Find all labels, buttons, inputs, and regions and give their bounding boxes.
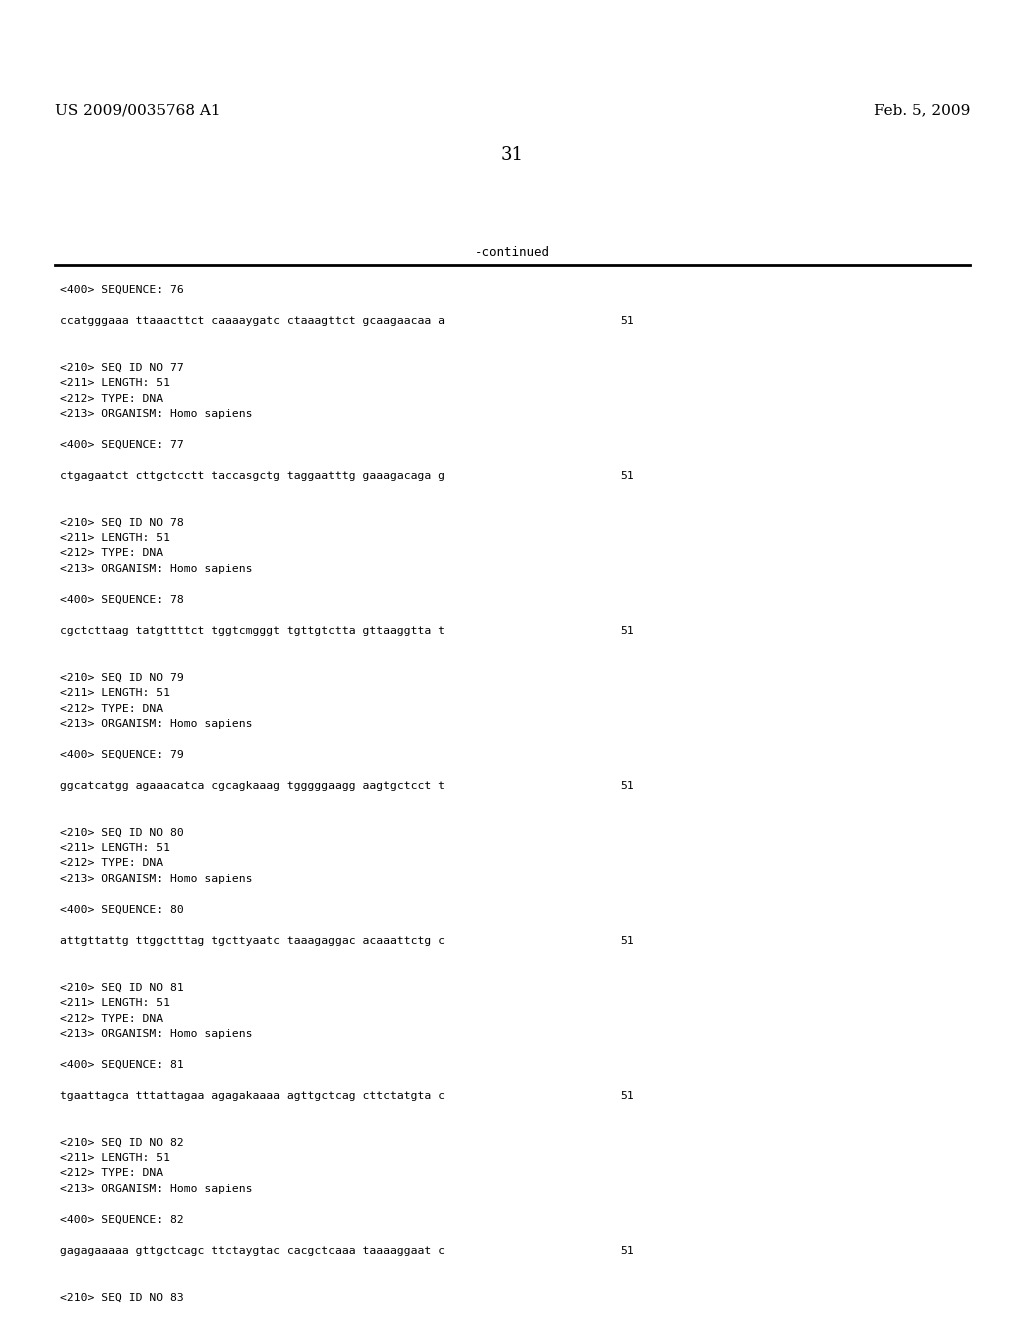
Text: <211> LENGTH: 51: <211> LENGTH: 51 [60, 998, 170, 1008]
Text: ccatgggaaa ttaaacttct caaaaygatc ctaaagttct gcaagaacaa a: ccatgggaaa ttaaacttct caaaaygatc ctaaagt… [60, 315, 445, 326]
Text: ggcatcatgg agaaacatca cgcagkaaag tgggggaagg aagtgctcct t: ggcatcatgg agaaacatca cgcagkaaag tggggga… [60, 781, 445, 791]
Text: <211> LENGTH: 51: <211> LENGTH: 51 [60, 378, 170, 388]
Text: Feb. 5, 2009: Feb. 5, 2009 [873, 103, 970, 117]
Text: <400> SEQUENCE: 77: <400> SEQUENCE: 77 [60, 440, 183, 450]
Text: ctgagaatct cttgctcctt taccasgctg taggaatttg gaaagacaga g: ctgagaatct cttgctcctt taccasgctg taggaat… [60, 471, 445, 480]
Text: 31: 31 [501, 147, 523, 164]
Text: 51: 51 [620, 781, 634, 791]
Text: -continued: -continued [474, 247, 550, 260]
Text: <400> SEQUENCE: 76: <400> SEQUENCE: 76 [60, 285, 183, 294]
Text: <400> SEQUENCE: 79: <400> SEQUENCE: 79 [60, 750, 183, 760]
Text: <212> TYPE: DNA: <212> TYPE: DNA [60, 1014, 163, 1023]
Text: <211> LENGTH: 51: <211> LENGTH: 51 [60, 688, 170, 698]
Text: <210> SEQ ID NO 80: <210> SEQ ID NO 80 [60, 828, 183, 837]
Text: <213> ORGANISM: Homo sapiens: <213> ORGANISM: Homo sapiens [60, 1184, 253, 1195]
Text: <211> LENGTH: 51: <211> LENGTH: 51 [60, 843, 170, 853]
Text: <211> LENGTH: 51: <211> LENGTH: 51 [60, 1152, 170, 1163]
Text: 51: 51 [620, 1092, 634, 1101]
Text: <400> SEQUENCE: 78: <400> SEQUENCE: 78 [60, 595, 183, 605]
Text: <212> TYPE: DNA: <212> TYPE: DNA [60, 1168, 163, 1179]
Text: <400> SEQUENCE: 81: <400> SEQUENCE: 81 [60, 1060, 183, 1071]
Text: <213> ORGANISM: Homo sapiens: <213> ORGANISM: Homo sapiens [60, 1030, 253, 1039]
Text: <210> SEQ ID NO 82: <210> SEQ ID NO 82 [60, 1138, 183, 1147]
Text: <400> SEQUENCE: 82: <400> SEQUENCE: 82 [60, 1214, 183, 1225]
Text: cgctcttaag tatgttttct tggtcmgggt tgttgtctta gttaaggtta t: cgctcttaag tatgttttct tggtcmgggt tgttgtc… [60, 626, 445, 636]
Text: <212> TYPE: DNA: <212> TYPE: DNA [60, 393, 163, 404]
Text: <213> ORGANISM: Homo sapiens: <213> ORGANISM: Homo sapiens [60, 564, 253, 574]
Text: <212> TYPE: DNA: <212> TYPE: DNA [60, 858, 163, 869]
Text: <213> ORGANISM: Homo sapiens: <213> ORGANISM: Homo sapiens [60, 719, 253, 729]
Text: <210> SEQ ID NO 78: <210> SEQ ID NO 78 [60, 517, 183, 528]
Text: 51: 51 [620, 936, 634, 946]
Text: <210> SEQ ID NO 77: <210> SEQ ID NO 77 [60, 363, 183, 372]
Text: <212> TYPE: DNA: <212> TYPE: DNA [60, 549, 163, 558]
Text: <211> LENGTH: 51: <211> LENGTH: 51 [60, 533, 170, 543]
Text: <212> TYPE: DNA: <212> TYPE: DNA [60, 704, 163, 714]
Text: <210> SEQ ID NO 83: <210> SEQ ID NO 83 [60, 1292, 183, 1303]
Text: <400> SEQUENCE: 80: <400> SEQUENCE: 80 [60, 906, 183, 915]
Text: US 2009/0035768 A1: US 2009/0035768 A1 [55, 103, 220, 117]
Text: <213> ORGANISM: Homo sapiens: <213> ORGANISM: Homo sapiens [60, 874, 253, 884]
Text: gagagaaaaa gttgctcagc ttctaygtac cacgctcaaa taaaaggaat c: gagagaaaaa gttgctcagc ttctaygtac cacgctc… [60, 1246, 445, 1257]
Text: 51: 51 [620, 471, 634, 480]
Text: attgttattg ttggctttag tgcttyaatc taaagaggac acaaattctg c: attgttattg ttggctttag tgcttyaatc taaagag… [60, 936, 445, 946]
Text: 51: 51 [620, 1246, 634, 1257]
Text: 51: 51 [620, 315, 634, 326]
Text: <210> SEQ ID NO 79: <210> SEQ ID NO 79 [60, 672, 183, 682]
Text: <213> ORGANISM: Homo sapiens: <213> ORGANISM: Homo sapiens [60, 409, 253, 418]
Text: <210> SEQ ID NO 81: <210> SEQ ID NO 81 [60, 982, 183, 993]
Text: tgaattagca tttattagaa agagakaaaa agttgctcag cttctatgta c: tgaattagca tttattagaa agagakaaaa agttgct… [60, 1092, 445, 1101]
Text: 51: 51 [620, 626, 634, 636]
